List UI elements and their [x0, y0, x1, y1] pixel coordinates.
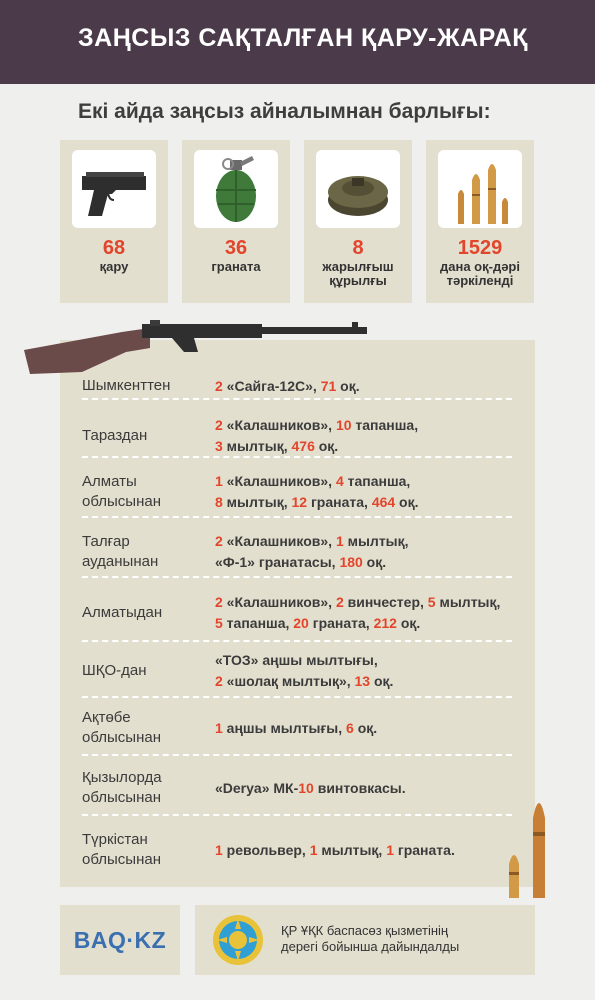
region-row: Алматы облысынан 1 «Калашников», 4 тапанша… [60, 464, 535, 520]
region-row: Ақтөбе облысынан 1 аңшы мылтығы, 6 оқ. [60, 700, 535, 756]
region-name: Ақтөбе облысынан [82, 709, 161, 746]
region-name: Қызылорда облысынан [82, 769, 162, 806]
card-label: жарылғыш құрылғы [322, 259, 394, 288]
brand-logo: BAQ·KZ [73, 927, 167, 953]
row-divider [82, 754, 512, 756]
bullets-icon [509, 803, 545, 898]
detail-line: «ТОЗ» аңшы мылтығы, [215, 652, 378, 668]
seizure-detail: 2 «Калашников», 2 винчестер, 5 мылтық, 5 … [215, 592, 530, 634]
region-name: Түркістан облысынан [82, 831, 161, 868]
card-weapons: 68 қару [60, 140, 168, 303]
summary-cards: 68 қару 36 граната 8 [60, 140, 535, 303]
grenade-icon [216, 156, 256, 222]
seizure-detail: 1 аңшы мылтығы, 6 оқ. [215, 718, 530, 739]
row-divider [82, 640, 512, 642]
region-name: Шымкенттен [82, 377, 171, 394]
card-image [194, 150, 278, 228]
seizure-detail: 1 «Калашников», 4 тапанша, 8 мылтық, 12 г… [215, 471, 530, 513]
card-image [72, 150, 156, 228]
card-explosives: 8 жарылғыш құрылғы [304, 140, 412, 303]
region-row: Тараздан 2 «Калашников», 10 тапанша, 3 мыл… [60, 412, 535, 460]
row-divider [82, 814, 512, 816]
row-divider [82, 398, 512, 400]
region-row: Түркістан облысынан 1 револьвер, 1 мылтық,… [60, 820, 535, 880]
pistol-icon [82, 172, 146, 216]
region-row: Шымкенттен 2 «Сайга-12С», 71 оқ. [60, 364, 535, 408]
detail-line: 2 «Калашников», 2 винчестер, 5 мылтық, [215, 594, 501, 610]
header-banner: ЗАҢСЫЗ САҚТАЛҒАН ҚАРУ-ЖАРАҚ [0, 0, 595, 84]
detail-line: «Ф-1» гранатасы, 180 оқ. [215, 554, 387, 570]
emblem-icon [213, 915, 263, 965]
page-title: ЗАҢСЫЗ САҚТАЛҒАН ҚАРУ-ЖАРАҚ [78, 24, 528, 52]
detail-line: 2 «Калашников», 1 мылтық, [215, 533, 409, 549]
seizure-detail: 1 револьвер, 1 мылтық, 1 граната. [215, 840, 530, 861]
row-divider [82, 576, 512, 578]
card-label: қару [99, 259, 129, 274]
seizure-detail: 2 «Сайга-12С», 71 оқ. [215, 376, 530, 397]
card-ammo: 1529 дана оқ-дәрі тәркіленді [426, 140, 534, 303]
detail-line: 2 «шолақ мылтық», 13 оқ. [215, 673, 394, 689]
card-number: 8 [352, 237, 364, 259]
card-label: граната [211, 259, 261, 274]
detail-line: 2 «Сайга-12С», 71 оқ. [215, 377, 360, 394]
region-row: ШҚО-дан «ТОЗ» аңшы мылтығы, 2 «шолақ мылты… [60, 646, 535, 696]
source-box: ҚР ҰҚК баспасөз қызметінің дерегі бойынш… [195, 905, 535, 975]
detail-line: «Derya» МК-10 винтовкасы. [215, 779, 406, 796]
row-divider [82, 696, 512, 698]
brand-box: BAQ·KZ [60, 905, 180, 975]
rifle-icon [24, 320, 367, 374]
seizure-detail: «Derya» МК-10 винтовкасы. [215, 778, 530, 799]
detail-line: 3 мылтық, 476 оқ. [215, 438, 339, 454]
seizures-panel: Шымкенттен 2 «Сайга-12С», 71 оқ. Тараздан 2… [60, 340, 535, 887]
ammo-icon [458, 164, 508, 224]
seizure-detail: 2 «Калашников», 1 мылтық, «Ф-1» гранатасы… [215, 531, 530, 573]
detail-line: 1 револьвер, 1 мылтық, 1 граната. [215, 841, 455, 858]
mine-icon [328, 176, 388, 216]
region-row: Алматыдан 2 «Калашников», 2 винчестер, 5 … [60, 584, 535, 642]
region-name: Алматы облысынан [82, 473, 161, 510]
detail-line: 5 тапанша, 20 граната, 212 оқ. [215, 615, 421, 631]
card-number: 36 [224, 237, 248, 259]
card-label: дана оқ-дәрі тәркіленді [440, 259, 520, 288]
region-name: ШҚО-дан [82, 662, 147, 679]
seizure-detail: 2 «Калашников», 10 тапанша, 3 мылтық, 476… [215, 415, 530, 457]
source-credit: ҚР ҰҚК баспасөз қызметінің дерегі бойынш… [281, 923, 460, 954]
row-divider [82, 456, 512, 458]
seizure-detail: «ТОЗ» аңшы мылтығы, 2 «шолақ мылтық», 13 … [215, 650, 530, 692]
row-divider [82, 516, 512, 518]
card-grenades: 36 граната [182, 140, 290, 303]
card-image [438, 150, 522, 228]
detail-line: 2 «Калашников», 10 тапанша, [215, 417, 419, 433]
region-row: Қызылорда облысынан «Derya» МК-10 винтовка… [60, 760, 535, 816]
region-name: Алматыдан [82, 604, 163, 621]
region-name: Талғар ауданынан [82, 533, 159, 570]
detail-line: 8 мылтық, 12 граната, 464 оқ. [215, 494, 419, 510]
region-row: Талғар ауданынан 2 «Калашников», 1 мылтық,… [60, 524, 535, 580]
card-number: 1529 [457, 237, 503, 259]
detail-line: 1 «Калашников», 4 тапанша, [215, 473, 411, 489]
card-image [316, 150, 400, 228]
region-name: Тараздан [82, 427, 148, 444]
card-number: 68 [102, 237, 126, 259]
detail-line: 1 аңшы мылтығы, 6 оқ. [215, 719, 378, 736]
subtitle: Екі айда заңсыз айналымнан барлығы: [78, 100, 491, 123]
